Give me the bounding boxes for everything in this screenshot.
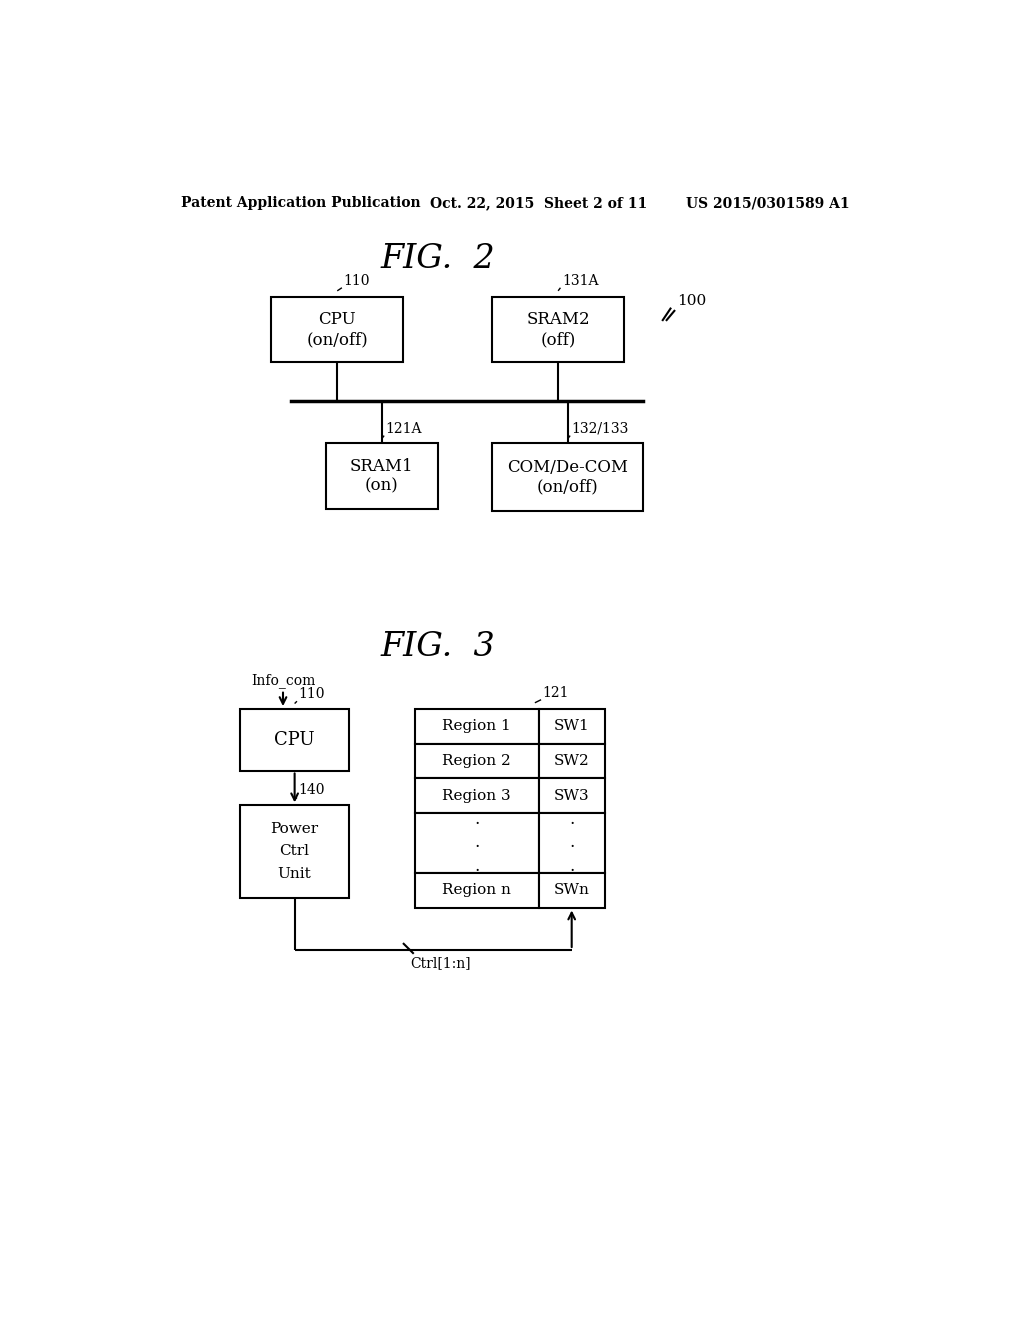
Bar	[493, 444, 643, 511]
Bar	[415, 743, 539, 779]
Text: Region n: Region n	[442, 883, 511, 898]
Text: Region 1: Region 1	[442, 719, 511, 734]
Bar	[326, 444, 438, 508]
Text: Oct. 22, 2015  Sheet 2 of 11: Oct. 22, 2015 Sheet 2 of 11	[430, 197, 647, 210]
Text: FIG.  2: FIG. 2	[381, 243, 496, 275]
Bar	[539, 873, 604, 908]
Text: Ctrl[1:n]: Ctrl[1:n]	[411, 956, 471, 970]
Bar	[493, 297, 624, 363]
Text: SW2: SW2	[554, 754, 590, 768]
Text: 140: 140	[299, 784, 325, 797]
Text: Info_com: Info_com	[251, 673, 315, 688]
Text: 100: 100	[677, 294, 706, 308]
Text: 110: 110	[343, 273, 370, 288]
Text: 132/133: 132/133	[571, 421, 629, 436]
Text: COM/De-COM
(on/off): COM/De-COM (on/off)	[507, 459, 629, 495]
Bar	[271, 297, 403, 363]
Bar	[241, 709, 349, 771]
Bar	[415, 873, 539, 908]
Bar	[415, 779, 539, 813]
Text: 110: 110	[299, 688, 325, 701]
Text: .
.
.: . . .	[569, 810, 574, 875]
Text: CPU
(on/off): CPU (on/off)	[306, 312, 368, 348]
Text: 131A: 131A	[562, 273, 598, 288]
Bar	[539, 709, 604, 743]
Bar	[539, 813, 604, 873]
Text: 121A: 121A	[386, 421, 422, 436]
Text: Patent Application Publication: Patent Application Publication	[180, 197, 420, 210]
Text: SWn: SWn	[554, 883, 590, 898]
Text: CPU: CPU	[274, 731, 315, 748]
Bar	[415, 813, 539, 873]
Text: SW1: SW1	[554, 719, 590, 734]
Text: Region 2: Region 2	[442, 754, 511, 768]
Text: .
.
.: . . .	[474, 810, 479, 875]
Text: SRAM2
(off): SRAM2 (off)	[526, 312, 590, 348]
Text: SRAM1
(on): SRAM1 (on)	[350, 458, 414, 494]
Bar	[415, 709, 539, 743]
Text: 121: 121	[543, 685, 569, 700]
Text: FIG.  3: FIG. 3	[381, 631, 496, 664]
Bar	[539, 743, 604, 779]
Text: SW3: SW3	[554, 788, 590, 803]
Bar	[241, 805, 349, 898]
Text: US 2015/0301589 A1: US 2015/0301589 A1	[686, 197, 850, 210]
Text: Power
Ctrl
Unit: Power Ctrl Unit	[270, 821, 318, 882]
Text: Region 3: Region 3	[442, 788, 511, 803]
Bar	[539, 779, 604, 813]
